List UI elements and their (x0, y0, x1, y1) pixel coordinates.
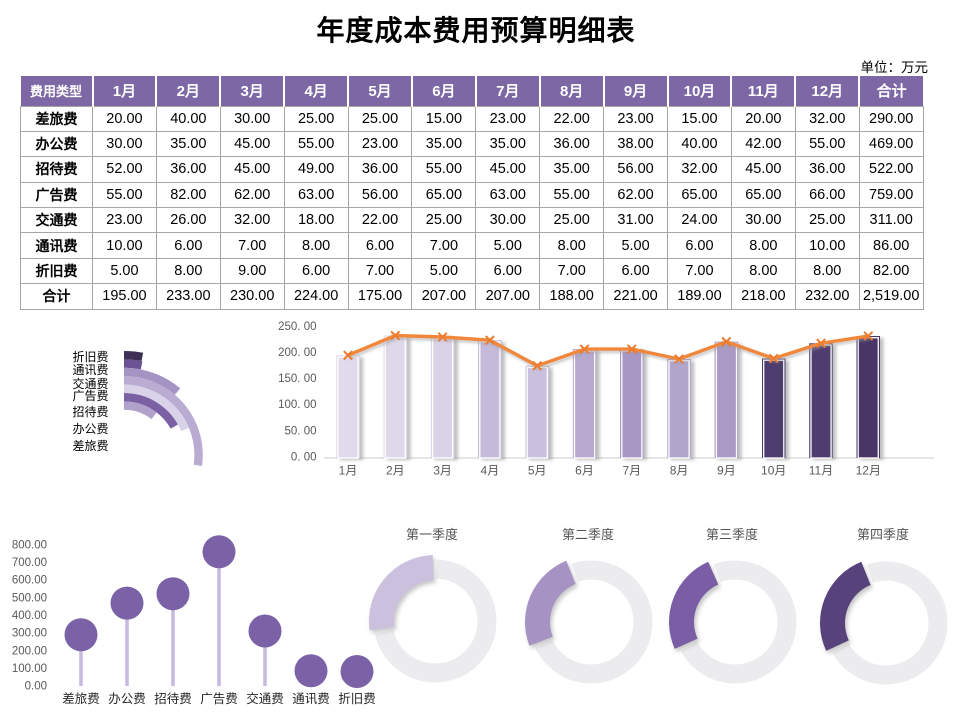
svg-text:交通费: 交通费 (246, 691, 284, 706)
svg-text:700.00: 700.00 (12, 557, 47, 569)
svg-text:7月: 7月 (622, 464, 641, 478)
svg-text:8月: 8月 (670, 464, 689, 478)
svg-text:800.00: 800.00 (12, 539, 47, 551)
svg-text:100.00: 100.00 (12, 663, 47, 675)
svg-text:100. 00: 100. 00 (278, 399, 316, 411)
svg-text:3月: 3月 (433, 464, 452, 478)
svg-text:200. 00: 200. 00 (278, 347, 316, 359)
svg-text:50. 00: 50. 00 (285, 425, 317, 437)
svg-text:500.00: 500.00 (12, 592, 47, 604)
svg-text:通讯费: 通讯费 (292, 692, 330, 706)
svg-text:折旧费: 折旧费 (338, 691, 376, 706)
svg-text:200.00: 200.00 (12, 645, 47, 657)
svg-text:招待费: 招待费 (154, 692, 192, 706)
svg-text:6月: 6月 (575, 464, 594, 478)
svg-text:0. 00: 0. 00 (291, 451, 317, 463)
svg-text:12月: 12月 (856, 464, 881, 478)
svg-text:第二季度: 第二季度 (562, 527, 614, 542)
svg-text:第一季度: 第一季度 (406, 527, 458, 542)
svg-text:5月: 5月 (528, 464, 547, 478)
svg-text:250. 00: 250. 00 (278, 321, 316, 333)
svg-text:150. 00: 150. 00 (278, 373, 316, 385)
svg-text:10月: 10月 (761, 464, 786, 478)
svg-text:4月: 4月 (481, 464, 500, 478)
svg-text:1月: 1月 (339, 464, 358, 478)
svg-text:9月: 9月 (717, 464, 736, 478)
svg-text:300.00: 300.00 (12, 628, 47, 640)
svg-text:广告费: 广告费 (200, 692, 238, 706)
svg-text:第四季度: 第四季度 (857, 527, 909, 542)
svg-text:第三季度: 第三季度 (706, 527, 758, 542)
svg-text:600.00: 600.00 (12, 575, 47, 587)
svg-text:差旅费: 差旅费 (62, 692, 100, 706)
svg-text:办公费: 办公费 (108, 691, 146, 706)
svg-text:400.00: 400.00 (12, 610, 47, 622)
svg-text:0.00: 0.00 (25, 681, 47, 693)
svg-text:11月: 11月 (809, 464, 833, 478)
svg-text:2月: 2月 (386, 464, 405, 478)
